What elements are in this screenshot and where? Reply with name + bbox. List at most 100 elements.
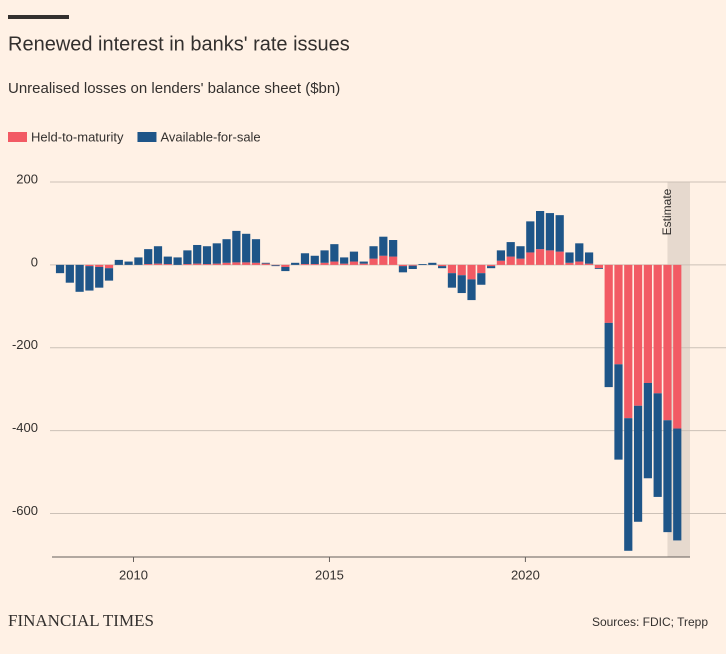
bar [369, 258, 378, 265]
bar [408, 264, 417, 266]
bar [438, 266, 447, 269]
bar [565, 252, 574, 263]
bar [633, 264, 643, 406]
bar [653, 264, 662, 394]
bar [438, 264, 447, 267]
bar [300, 264, 310, 265]
bar [153, 263, 163, 265]
bar [222, 262, 231, 265]
bar [545, 250, 554, 265]
bar [398, 266, 408, 273]
bar [643, 382, 652, 479]
bar [555, 251, 564, 265]
bar [261, 262, 270, 264]
bar [477, 273, 486, 285]
bar [75, 264, 84, 292]
legend-label: Available-for-sale [160, 129, 260, 144]
y-tick-label: -400 [12, 420, 38, 435]
bar [516, 246, 525, 259]
bar [291, 262, 300, 265]
bar [467, 279, 476, 301]
bar [310, 264, 319, 265]
y-tick-label: 0 [31, 254, 38, 269]
bar [428, 262, 437, 265]
bar [575, 243, 584, 262]
bar [349, 261, 359, 265]
y-tick-label: 200 [16, 171, 38, 186]
bar [340, 263, 349, 265]
bar [261, 263, 270, 265]
bar [447, 264, 457, 274]
bar [222, 239, 231, 263]
bar [536, 211, 545, 250]
bar [457, 275, 466, 294]
bar [575, 261, 584, 265]
bar [594, 268, 603, 270]
bar [232, 230, 241, 263]
bar [202, 246, 212, 265]
bar [242, 262, 251, 265]
bar [202, 264, 212, 265]
bar [673, 428, 682, 541]
bar [232, 262, 241, 265]
bar [496, 260, 506, 265]
bar [624, 418, 633, 551]
bar [183, 250, 192, 265]
bar [594, 264, 603, 269]
x-tick-label: 2015 [315, 567, 344, 582]
y-tick-label: -600 [12, 503, 38, 518]
bar [643, 264, 652, 383]
bar [447, 273, 457, 288]
bar [584, 263, 594, 265]
plot: Estimate 200 0 -200 -400 -600 2010 2015 2020 [12, 171, 726, 582]
x-tick-label: 2010 [119, 567, 148, 582]
bar [673, 264, 682, 429]
brand: FINANCIAL TIMES [8, 611, 154, 630]
bar [134, 257, 143, 265]
bar [614, 364, 623, 460]
bar [477, 264, 486, 274]
bar [340, 257, 349, 264]
bar [604, 264, 613, 323]
bar [663, 420, 672, 533]
source: Sources: FDIC; Trepp [592, 615, 708, 629]
bar [359, 263, 368, 265]
bar [85, 264, 94, 267]
bar [163, 264, 172, 265]
bar [526, 252, 535, 265]
bar [251, 239, 261, 263]
bar [330, 244, 339, 262]
bar [663, 264, 672, 421]
bar [506, 242, 515, 257]
bar [212, 263, 221, 265]
bar [565, 262, 574, 265]
x-tick-label: 2020 [511, 567, 540, 582]
bar [653, 393, 662, 497]
bar [516, 258, 525, 265]
bar [467, 264, 476, 280]
bar [144, 264, 153, 265]
bar [624, 264, 633, 419]
bar [359, 261, 368, 264]
bar [545, 213, 554, 251]
bar [242, 233, 251, 263]
bar [124, 261, 133, 265]
legend: Held-to-maturity Available-for-sale [8, 129, 261, 144]
bar [144, 249, 153, 265]
legend-swatch [137, 132, 157, 142]
bar [506, 256, 515, 265]
bar [398, 264, 408, 267]
bar [173, 257, 182, 265]
bar [55, 264, 65, 274]
bar [310, 255, 319, 265]
bar [408, 265, 417, 270]
bar [379, 255, 388, 265]
legend-swatch [8, 132, 27, 142]
bar [320, 250, 329, 263]
bar [193, 244, 202, 264]
legend-label: Held-to-maturity [31, 129, 124, 144]
bar [114, 259, 123, 265]
bar [457, 264, 466, 276]
bar [487, 266, 496, 269]
